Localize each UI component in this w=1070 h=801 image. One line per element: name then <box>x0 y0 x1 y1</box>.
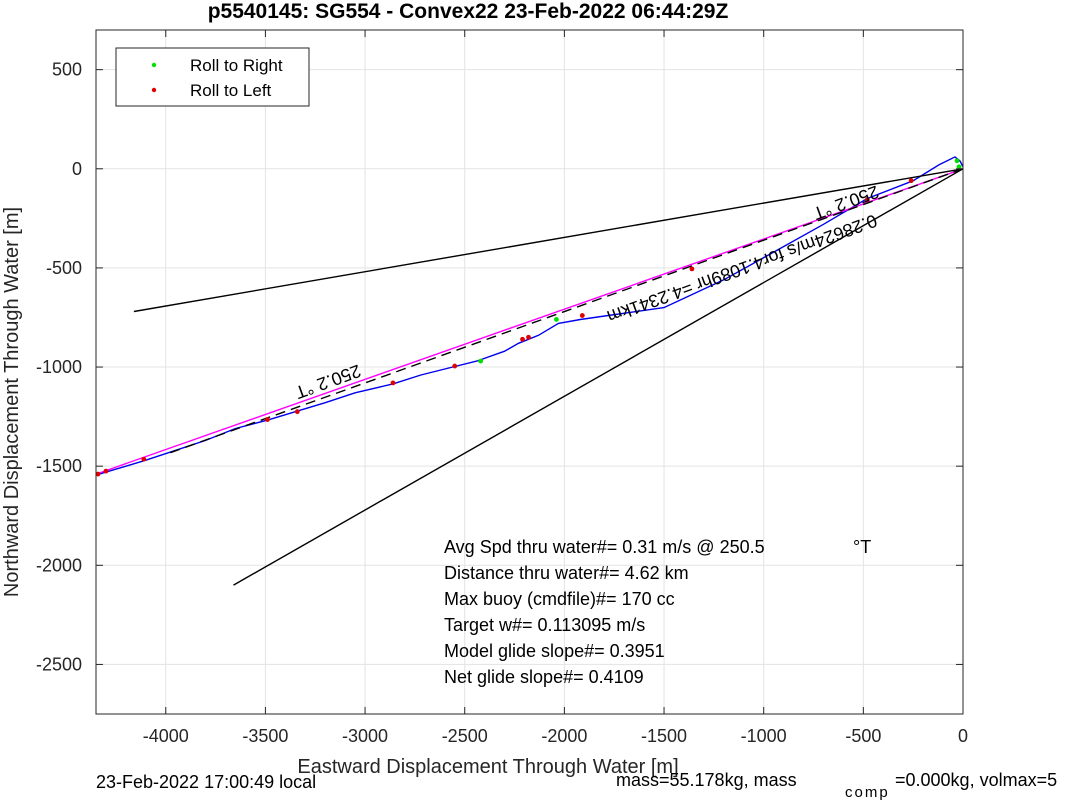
series-track <box>95 156 964 476</box>
roll-left-point <box>452 363 458 369</box>
stats-line: Net glide slope#= 0.4109 <box>444 667 644 687</box>
y-tick-label: -2500 <box>36 654 82 674</box>
roll-left-point <box>390 380 396 386</box>
series-bound-upper <box>133 168 964 313</box>
stats-line: Model glide slope#= 0.3951 <box>444 641 665 661</box>
x-tick-label: -4000 <box>143 726 189 746</box>
roll-left-point <box>864 197 870 202</box>
series-layer <box>95 156 964 586</box>
series-net <box>95 168 964 475</box>
roll-right-point <box>954 158 960 164</box>
legend-marker-roll-left <box>151 87 157 93</box>
roll-left-point <box>294 409 300 415</box>
stats-block: Avg Spd thru water#= 0.31 m/s @ 250.5 °T… <box>444 537 871 687</box>
y-tick-label: 500 <box>52 60 82 80</box>
roll-left-point <box>689 266 695 272</box>
y-tick-label: -1500 <box>36 456 82 476</box>
x-tick-label: 0 <box>958 726 968 746</box>
chart-title: p5540145: SG554 - Convex22 23-Feb-2022 0… <box>208 0 729 23</box>
roll-left-point <box>103 468 109 474</box>
x-tick-label: -1500 <box>641 726 687 746</box>
footer-local-time: 23-Feb-2022 17:00:49 local <box>96 772 316 792</box>
roll-right-point <box>554 317 559 322</box>
legend-label-roll-left: Roll to Left <box>190 81 272 100</box>
stats-line: Target w#= 0.113095 m/s <box>444 615 645 635</box>
footer-mass-comp: =0.000kg, volmax=5 <box>895 770 1057 790</box>
legend-label-roll-right: Roll to Right <box>190 56 283 75</box>
x-tick-label: -500 <box>845 726 881 746</box>
ticks-layer: -4000 -3500 -3000 -2500 -2000 -1500 -1000 -500 0… <box>36 30 968 746</box>
roll-right-point <box>478 358 484 364</box>
roll-left-point <box>526 334 531 340</box>
legend: Roll to Right Roll to Left <box>115 47 310 107</box>
roll-left-point <box>141 456 147 462</box>
x-tick-label: -2500 <box>442 726 488 746</box>
marker-layer <box>95 158 962 477</box>
plot-area <box>96 30 963 714</box>
stats-line: Distance thru water#= 4.62 km <box>444 563 689 583</box>
y-tick-label: -1000 <box>36 357 82 377</box>
legend-box <box>115 47 310 107</box>
legend-marker-roll-right <box>151 62 157 68</box>
x-axis-label: Eastward Displacement Through Water [m] <box>297 756 678 778</box>
stats-unit: °T <box>853 537 871 557</box>
y-axis-label: Northward Displacement Through Water [m] <box>1 207 23 597</box>
x-tick-label: -1000 <box>741 726 787 746</box>
roll-right-point <box>956 164 962 170</box>
series-bound-lower <box>233 168 964 586</box>
roll-left-point <box>265 417 270 422</box>
roll-left-point <box>520 336 525 342</box>
y-tick-label: 0 <box>72 159 82 179</box>
roll-left-point <box>908 178 914 184</box>
roll-left-point <box>95 471 101 477</box>
footer-mass-sub: comp <box>845 784 890 801</box>
stats-line: Avg Spd thru water#= 0.31 m/s @ 250.5 <box>444 537 765 557</box>
roll-left-point <box>579 313 585 318</box>
x-tick-label: -2000 <box>541 726 587 746</box>
axes-box <box>95 29 964 715</box>
footer-mass: mass=55.178kg, mass <box>616 770 797 790</box>
stats-line: Max buoy (cmdfile)#= 170 cc <box>444 589 675 609</box>
y-tick-label: -2000 <box>36 555 82 575</box>
x-tick-label: -3000 <box>342 726 388 746</box>
x-tick-label: -3500 <box>242 726 288 746</box>
series-heading-dashed <box>165 168 964 455</box>
y-tick-label: -500 <box>46 258 82 278</box>
